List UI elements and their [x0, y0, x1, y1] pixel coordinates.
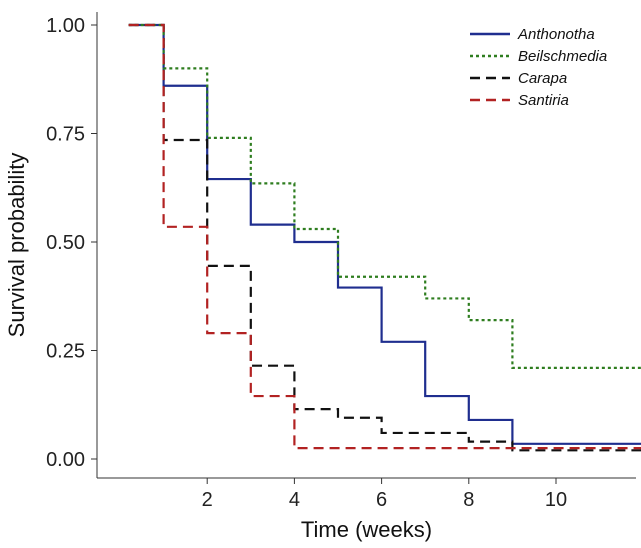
series-layer: [128, 23, 641, 452]
x-tick-label: 8: [463, 489, 474, 511]
series-line-carapa: [128, 23, 641, 452]
legend-label-carapa: Carapa: [518, 70, 567, 87]
legend-label-beilschmedia: Beilschmedia: [518, 48, 607, 65]
y-tick-label: 0.00: [46, 449, 85, 471]
legend-label-anthonotha: Anthonotha: [517, 26, 595, 43]
x-axis-label: Time (weeks): [301, 517, 432, 542]
y-tick-label: 0.75: [46, 124, 85, 146]
legend-label-santiria: Santiria: [518, 92, 569, 109]
legend: Anthonotha Beilschmedia Carapa Santiria: [470, 26, 607, 109]
y-tick-label: 0.25: [46, 341, 85, 363]
series-line-anthonotha: [128, 23, 641, 445]
y-tick-label: 1.00: [46, 15, 85, 37]
x-tick-label: 6: [376, 489, 387, 511]
y-axis-label: Survival probability: [4, 153, 29, 338]
series-line-beilschmedia: [128, 23, 641, 369]
axes-layer: [96, 12, 636, 479]
y-tick-label: 0.50: [46, 232, 85, 254]
x-tick-label: 4: [289, 489, 300, 511]
ticks-layer: 0.00 0.25 0.50 0.75 1.00 2 4 6 8 10: [46, 15, 567, 511]
x-tick-label: 2: [202, 489, 213, 511]
x-tick-label: 10: [545, 489, 567, 511]
series-line-santiria: [128, 23, 641, 450]
